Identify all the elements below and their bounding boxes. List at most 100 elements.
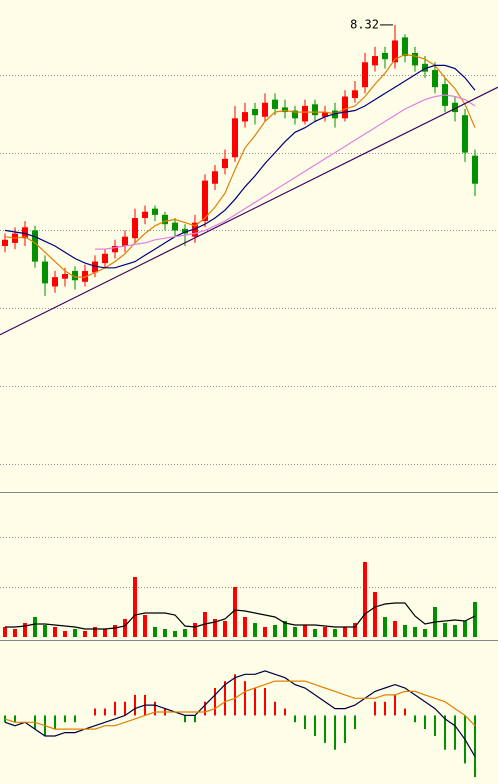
line-series bbox=[4, 53, 476, 278]
volume-bar bbox=[473, 602, 477, 637]
volume-bar bbox=[373, 592, 377, 637]
volume-bar bbox=[353, 623, 357, 637]
candle-body bbox=[352, 90, 358, 99]
candle-body bbox=[262, 102, 268, 117]
volume-bar bbox=[63, 631, 67, 637]
candle-body bbox=[112, 246, 118, 253]
candle-body bbox=[252, 108, 258, 116]
volume-bar bbox=[313, 629, 317, 637]
candle-body bbox=[422, 63, 428, 72]
volume-bar bbox=[183, 629, 187, 637]
volume-bar bbox=[273, 625, 277, 637]
volume-bar bbox=[113, 625, 117, 637]
volume-bar bbox=[53, 627, 57, 637]
volume-bar bbox=[173, 631, 177, 637]
candle-body bbox=[172, 222, 178, 231]
volume-bar bbox=[93, 627, 97, 637]
volume-bar bbox=[43, 625, 47, 637]
volume-bar bbox=[233, 587, 237, 637]
candle-body bbox=[182, 228, 188, 234]
trend-line bbox=[0, 86, 498, 336]
volume-bar bbox=[73, 629, 77, 637]
volume-bar bbox=[253, 623, 257, 637]
candle-body bbox=[472, 155, 478, 184]
candle-body bbox=[382, 52, 388, 60]
volume-bar bbox=[33, 617, 37, 637]
candle-body bbox=[322, 112, 328, 117]
volume-bar bbox=[103, 629, 107, 637]
candle-body bbox=[312, 104, 318, 116]
candle-body bbox=[232, 118, 238, 158]
volume-bar bbox=[3, 627, 7, 637]
volume-bar bbox=[403, 625, 407, 637]
candle-body bbox=[222, 158, 228, 169]
line-series bbox=[4, 64, 476, 269]
volume-bar bbox=[283, 621, 287, 637]
volume-bar bbox=[153, 627, 157, 637]
candle-body bbox=[202, 180, 208, 222]
candle-body bbox=[192, 222, 198, 237]
candle-body bbox=[152, 208, 158, 215]
volume-bar bbox=[143, 615, 147, 637]
candle-body bbox=[162, 214, 168, 225]
volume-bar bbox=[223, 621, 227, 637]
candle-body bbox=[302, 105, 308, 122]
candle-body bbox=[392, 40, 398, 63]
volume-bar bbox=[123, 619, 127, 637]
volume-bar bbox=[423, 629, 427, 637]
candle-body bbox=[22, 227, 28, 239]
volume-bar bbox=[463, 621, 467, 637]
candle-body bbox=[462, 115, 468, 153]
candle-body bbox=[282, 107, 288, 113]
candle-body bbox=[332, 110, 338, 119]
candle-body bbox=[102, 253, 108, 264]
volume-bar bbox=[303, 625, 307, 637]
volume-bar bbox=[393, 621, 397, 637]
volume-bar bbox=[383, 617, 387, 637]
volume-bar bbox=[243, 617, 247, 637]
volume-bar bbox=[213, 619, 217, 637]
candle-body bbox=[62, 274, 68, 279]
candle-body bbox=[452, 102, 458, 113]
volume-bar bbox=[83, 631, 87, 637]
volume-bar bbox=[193, 623, 197, 637]
volume-bar bbox=[443, 623, 447, 637]
line-series bbox=[5, 602, 476, 630]
volume-bar bbox=[413, 627, 417, 637]
line-series bbox=[95, 94, 476, 250]
candle-body bbox=[92, 261, 98, 273]
volume-bar bbox=[163, 629, 167, 637]
volume-bar bbox=[23, 623, 27, 637]
candle-body bbox=[42, 261, 48, 284]
candle-body bbox=[242, 112, 248, 122]
candle-body bbox=[72, 270, 78, 281]
candle-body bbox=[432, 70, 438, 88]
candle-body bbox=[292, 110, 298, 119]
candle-body bbox=[272, 99, 278, 109]
volume-bar bbox=[293, 627, 297, 637]
candle-body bbox=[2, 239, 8, 246]
candle-body bbox=[212, 171, 218, 184]
candle-body bbox=[52, 277, 58, 287]
volume-bar bbox=[333, 629, 337, 637]
candle-body bbox=[32, 230, 38, 262]
candle-body bbox=[132, 217, 138, 239]
candle-body bbox=[412, 52, 418, 66]
volume-bar bbox=[363, 562, 367, 637]
line-series bbox=[4, 680, 476, 730]
candle-body bbox=[342, 96, 348, 119]
volume-bar bbox=[133, 577, 137, 637]
high-label: 8.32 bbox=[350, 17, 379, 31]
candle-body bbox=[82, 270, 88, 282]
volume-bar bbox=[323, 627, 327, 637]
candle-body bbox=[122, 236, 128, 246]
candle-body bbox=[372, 56, 378, 66]
candle-body bbox=[362, 62, 368, 88]
volume-bar bbox=[13, 629, 17, 637]
volume-bar bbox=[263, 627, 267, 637]
candle-body bbox=[142, 211, 148, 218]
volume-bar bbox=[343, 627, 347, 637]
candle-body bbox=[402, 37, 408, 57]
